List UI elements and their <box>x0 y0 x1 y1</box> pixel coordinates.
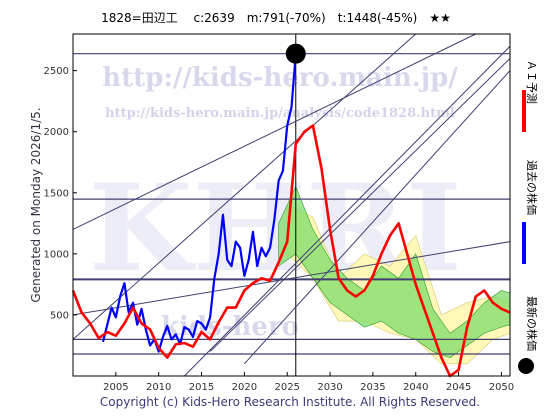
horizontal-levels <box>73 34 510 376</box>
legend-label-latest: 最新の株価 <box>525 296 539 351</box>
trend-line-2 <box>209 58 511 352</box>
x-axis-ticks: 2005 2010 2015 2020 2025 2030 2035 2040 2045 2050 <box>103 372 514 393</box>
legend-swatch-latest <box>518 358 534 374</box>
watermark-url-small: http://kids-hero.main.jp/analysis/code18… <box>105 106 455 121</box>
latest-marker <box>285 43 306 64</box>
y-tick-label-2000: 2000 <box>44 127 69 138</box>
x-tick-label-2035: 2035 <box>360 382 385 393</box>
trend-line-1 <box>72 33 476 230</box>
legend: ＡＩ予測 過去の株価 最新の株価 <box>518 60 539 374</box>
watermark-url-large: http://kids-hero.main.jp/ <box>102 63 458 93</box>
y-tick-label-2500: 2500 <box>44 66 69 77</box>
generated-date-label: Generated on Monday 2026/1/5. <box>29 107 43 302</box>
x-tick-label-2020: 2020 <box>232 382 257 393</box>
plot-area: KHRI http://kids-hero.main.jp/ http://ki… <box>71 33 511 378</box>
legend-label-past: 過去の株価 <box>525 160 539 215</box>
legend-label-prediction: ＡＩ予測 <box>525 60 539 104</box>
trend-line-3 <box>184 45 511 377</box>
y-tick-label-500: 500 <box>50 310 69 321</box>
plot-frame <box>72 33 511 377</box>
trend-line-4 <box>244 70 511 365</box>
series-prediction-line <box>71 124 511 378</box>
legend-item-latest: 最新の株価 <box>518 296 539 374</box>
y-tick-label-1500: 1500 <box>44 188 69 199</box>
copyright-footer: Copyright (c) Kids-Hero Research Institu… <box>100 395 480 409</box>
x-tick-label-2030: 2030 <box>317 382 342 393</box>
trend-line-0 <box>72 33 417 340</box>
x-tick-label-2015: 2015 <box>189 382 214 393</box>
x-tick-label-2045: 2045 <box>446 382 471 393</box>
x-tick-label-2025: 2025 <box>274 382 299 393</box>
series-lines <box>71 53 511 378</box>
chart-title: 1828=田辺工 c:2639 m:791(-70%) t:1448(-45%)… <box>101 11 451 25</box>
legend-swatch-prediction <box>522 90 526 132</box>
legend-item-prediction: ＡＩ予測 <box>522 60 539 132</box>
legend-item-past: 過去の株価 <box>522 160 539 264</box>
x-tick-label-2005: 2005 <box>103 382 128 393</box>
latest-price-marker <box>285 43 306 64</box>
trend-line-5 <box>72 241 511 316</box>
legend-swatch-past <box>522 222 526 264</box>
y-axis-ticks: 500 1000 1500 2000 2500 <box>44 66 77 321</box>
trend-lines <box>72 33 511 377</box>
y-tick-label-1000: 1000 <box>44 249 69 260</box>
x-tick-label-2040: 2040 <box>403 382 428 393</box>
x-tick-label-2010: 2010 <box>146 382 171 393</box>
x-tick-label-2050: 2050 <box>489 382 514 393</box>
